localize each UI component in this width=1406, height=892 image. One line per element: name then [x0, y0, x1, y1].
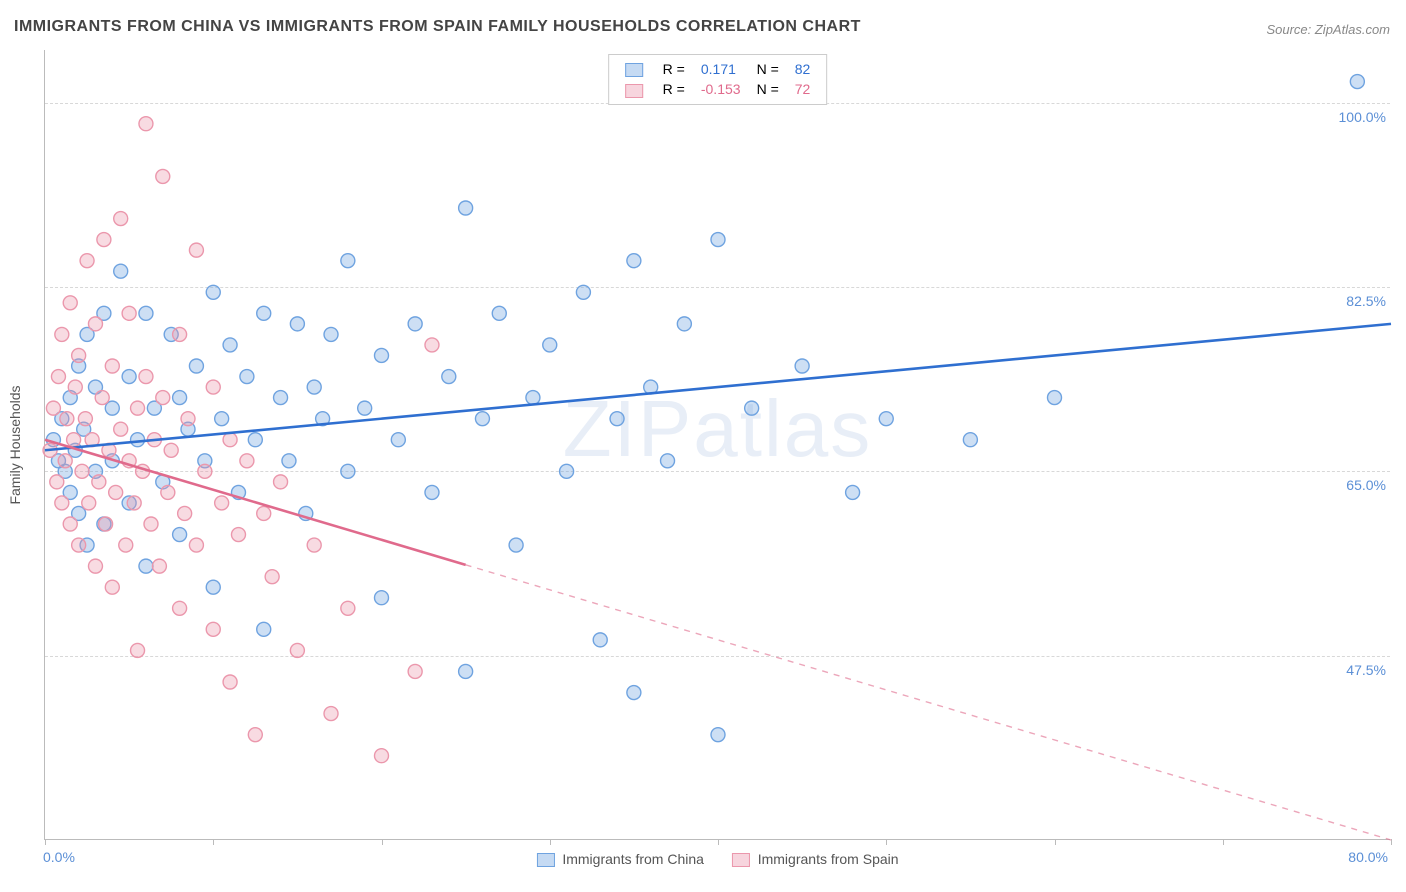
legend-item-china: Immigrants from China	[536, 851, 707, 867]
legend-row-china: R = 0.171 N = 82	[617, 59, 819, 79]
n-label: N =	[749, 59, 787, 79]
legend-row-spain: R = -0.153 N = 72	[617, 79, 819, 99]
swatch-spain-icon	[732, 853, 750, 867]
legend-label-china: Immigrants from China	[562, 851, 704, 867]
legend-stats: R = 0.171 N = 82 R = -0.153 N = 72	[608, 54, 828, 105]
legend-bottom: Immigrants from China Immigrants from Sp…	[524, 851, 910, 867]
n-value-spain: 72	[787, 79, 819, 99]
r-value-china: 0.171	[693, 59, 749, 79]
r-value-spain: -0.153	[693, 79, 749, 99]
n-value-china: 82	[787, 59, 819, 79]
chart-area: Family Households 47.5%65.0%82.5%100.0% …	[44, 50, 1390, 840]
legend-label-spain: Immigrants from Spain	[758, 851, 899, 867]
r-label: R =	[655, 79, 693, 99]
chart-title: IMMIGRANTS FROM CHINA VS IMMIGRANTS FROM…	[14, 18, 861, 36]
n-label: N =	[749, 79, 787, 99]
scatter-plot	[45, 50, 1390, 839]
source-label: Source: ZipAtlas.com	[1266, 22, 1390, 37]
r-label: R =	[655, 59, 693, 79]
x-axis-min-label: 0.0%	[43, 849, 75, 865]
swatch-china-icon	[536, 853, 554, 867]
y-axis-title: Family Households	[7, 385, 23, 504]
swatch-spain	[625, 84, 643, 98]
swatch-china	[625, 63, 643, 77]
legend-item-spain: Immigrants from Spain	[732, 851, 899, 867]
x-axis-max-label: 80.0%	[1348, 849, 1388, 865]
